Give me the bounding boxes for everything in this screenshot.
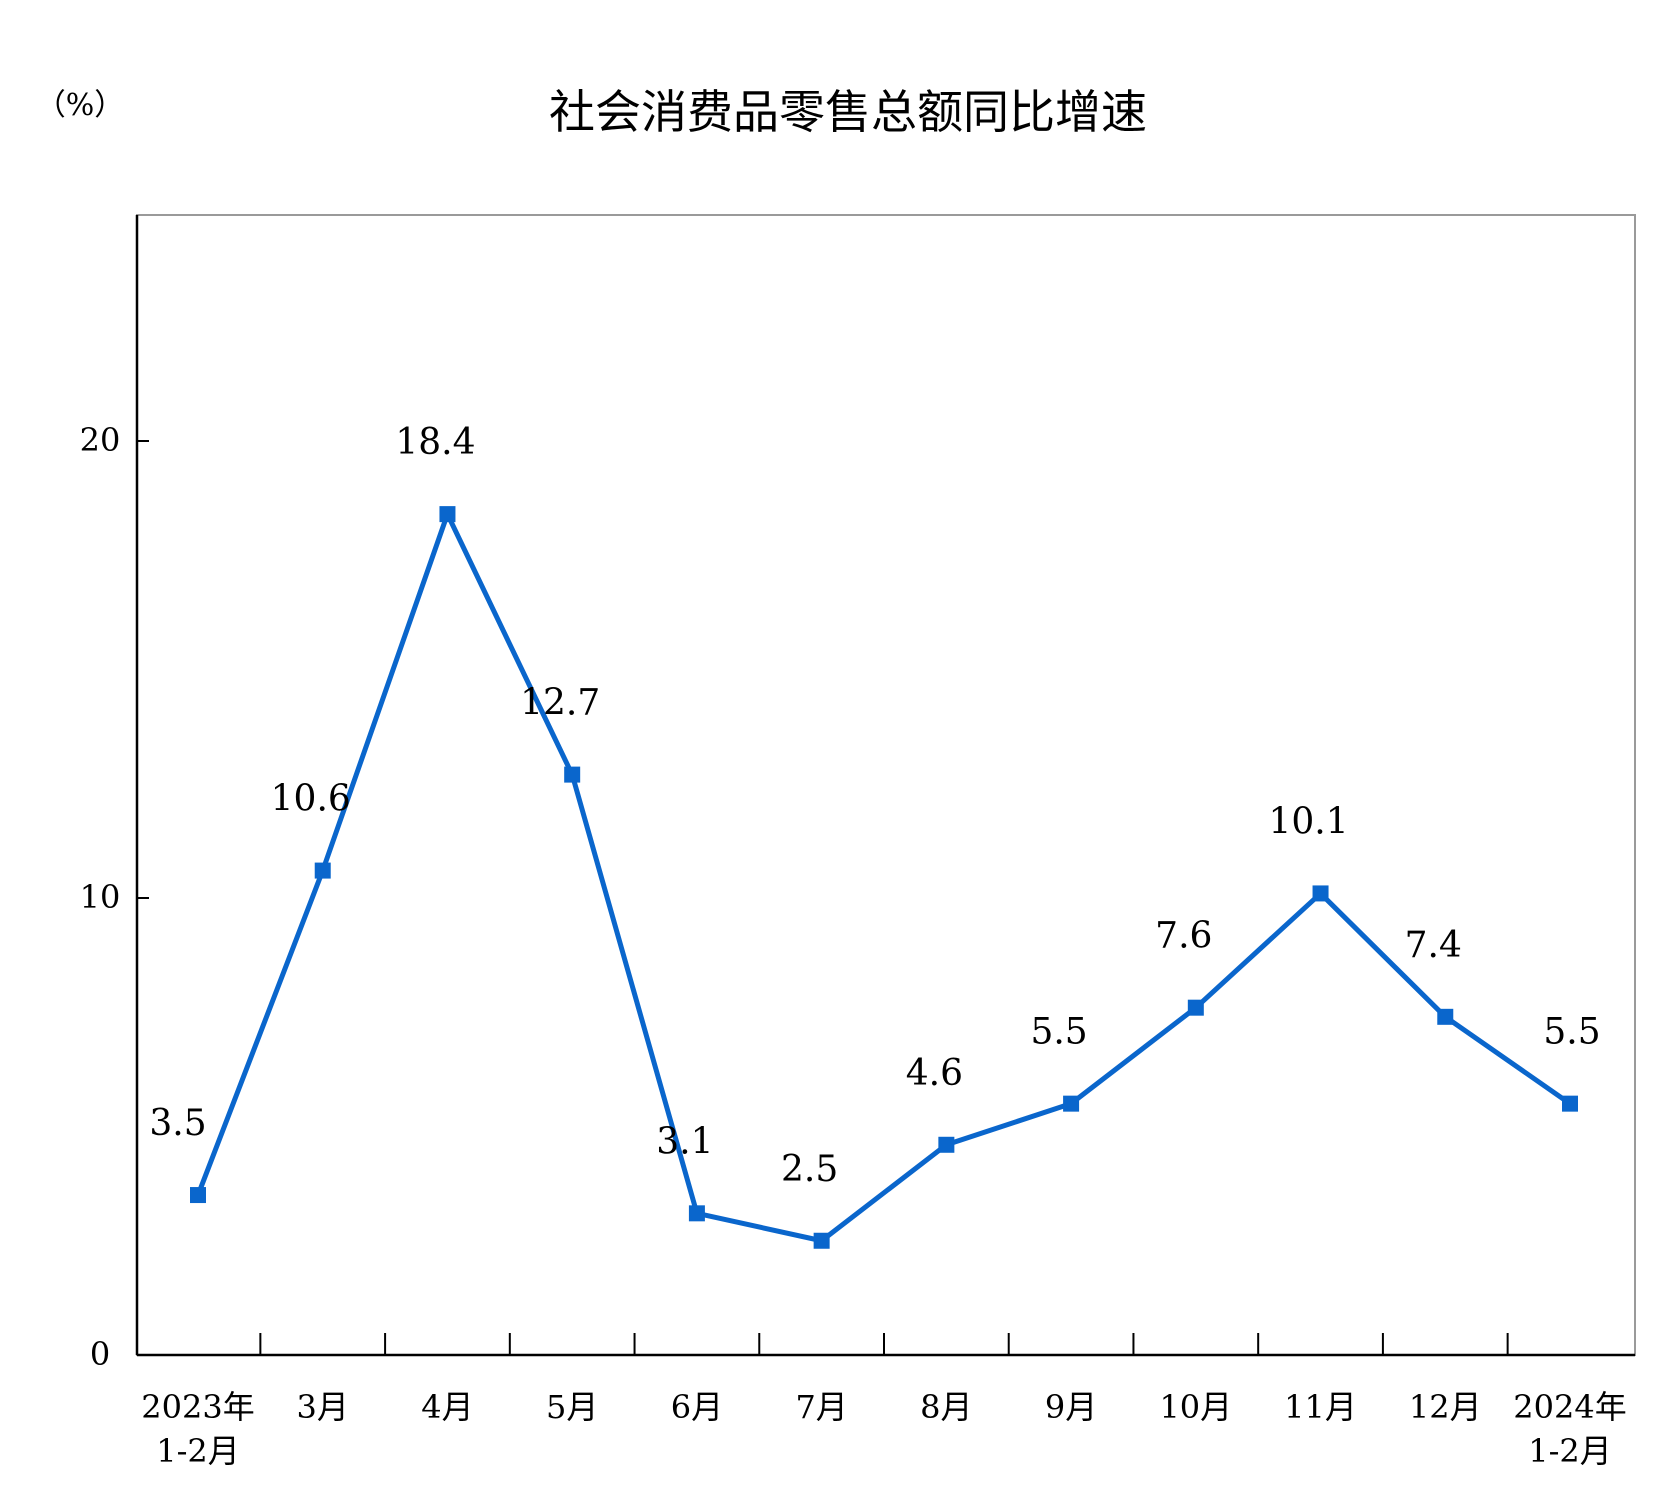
x-tick-label: 2024年 1-2月 [1513, 1388, 1626, 1470]
x-tick-label-line: 6月 [671, 1388, 723, 1426]
x-tick-label-line: 2023年 [141, 1388, 254, 1426]
data-label: 12.7 [520, 683, 600, 724]
data-point [1187, 999, 1204, 1016]
data-label: 4.6 [906, 1053, 963, 1094]
x-tick-label: 12月 [1409, 1388, 1482, 1426]
data-label: 5.5 [1030, 1012, 1087, 1053]
x-tick-label-line: 12月 [1409, 1388, 1482, 1426]
data-point [1312, 885, 1329, 902]
data-label: 5.5 [1543, 1012, 1600, 1053]
x-ticks: 2023年 1-2月 3月 4月 5月 6月 7月 8月 9月 10月 11月 12月 2024年 1-2… [141, 1333, 1627, 1470]
data-point [190, 1187, 206, 1204]
data-point [439, 506, 456, 523]
y-tick-label: 10 [80, 878, 121, 916]
series [190, 506, 1578, 1249]
series-line [195, 511, 1572, 1244]
chart-title: 社会消费品零售总额同比增速 [549, 85, 1147, 139]
data-point [1562, 1095, 1578, 1112]
y-tick-label: 20 [80, 421, 121, 459]
x-tick-label-line: 1-2月 [1528, 1432, 1612, 1470]
data-label: 7.6 [1155, 916, 1212, 957]
x-tick-label: 2023年 1-2月 [141, 1388, 254, 1470]
x-tick-label-line: 1-2月 [156, 1432, 240, 1470]
x-tick-label-line: 11月 [1284, 1388, 1357, 1426]
data-label: 2.5 [781, 1149, 838, 1190]
y-ticks: 0 10 20 [80, 421, 149, 1373]
data-labels: 3.5 10.6 18.4 12.7 3.1 2.5 4.6 5.5 7.6 10.1 7.4 5.5 [149, 422, 1600, 1190]
x-tick-label: 3月 [297, 1388, 349, 1426]
data-label: 10.1 [1268, 801, 1348, 842]
x-tick-label-line: 9月 [1045, 1388, 1097, 1426]
data-point [813, 1232, 830, 1249]
x-tick-label: 7月 [795, 1388, 847, 1426]
data-label: 18.4 [395, 422, 475, 463]
data-point [688, 1205, 705, 1222]
x-tick-label: 9月 [1045, 1388, 1097, 1426]
data-point [938, 1136, 955, 1153]
x-tick-label-line: 8月 [920, 1388, 972, 1426]
x-tick-label-line: 10月 [1159, 1388, 1232, 1426]
data-label: 7.4 [1405, 925, 1462, 966]
data-label: 10.6 [271, 779, 351, 820]
x-tick-label-line: 3月 [297, 1388, 349, 1426]
x-tick-label: 5月 [546, 1388, 598, 1426]
data-point [1063, 1095, 1080, 1112]
y-tick-label: 0 [90, 1335, 110, 1373]
plot-frame [136, 214, 1636, 1356]
x-tick-label-line: 2024年 [1513, 1388, 1626, 1426]
x-tick-label: 8月 [920, 1388, 972, 1426]
x-tick-label-line: 7月 [795, 1388, 847, 1426]
x-tick-label-line: 5月 [546, 1388, 598, 1426]
data-point [564, 766, 581, 783]
x-tick-label: 4月 [421, 1388, 473, 1426]
data-label: 3.5 [149, 1103, 206, 1144]
x-tick-label: 11月 [1284, 1388, 1357, 1426]
x-tick-label: 10月 [1159, 1388, 1232, 1426]
x-tick-label-line: 4月 [421, 1388, 473, 1426]
y-axis-unit: （%） [36, 88, 125, 123]
data-point [1437, 1008, 1454, 1025]
x-tick-label: 6月 [671, 1388, 723, 1426]
data-label: 3.1 [656, 1121, 713, 1162]
data-point [314, 862, 331, 879]
